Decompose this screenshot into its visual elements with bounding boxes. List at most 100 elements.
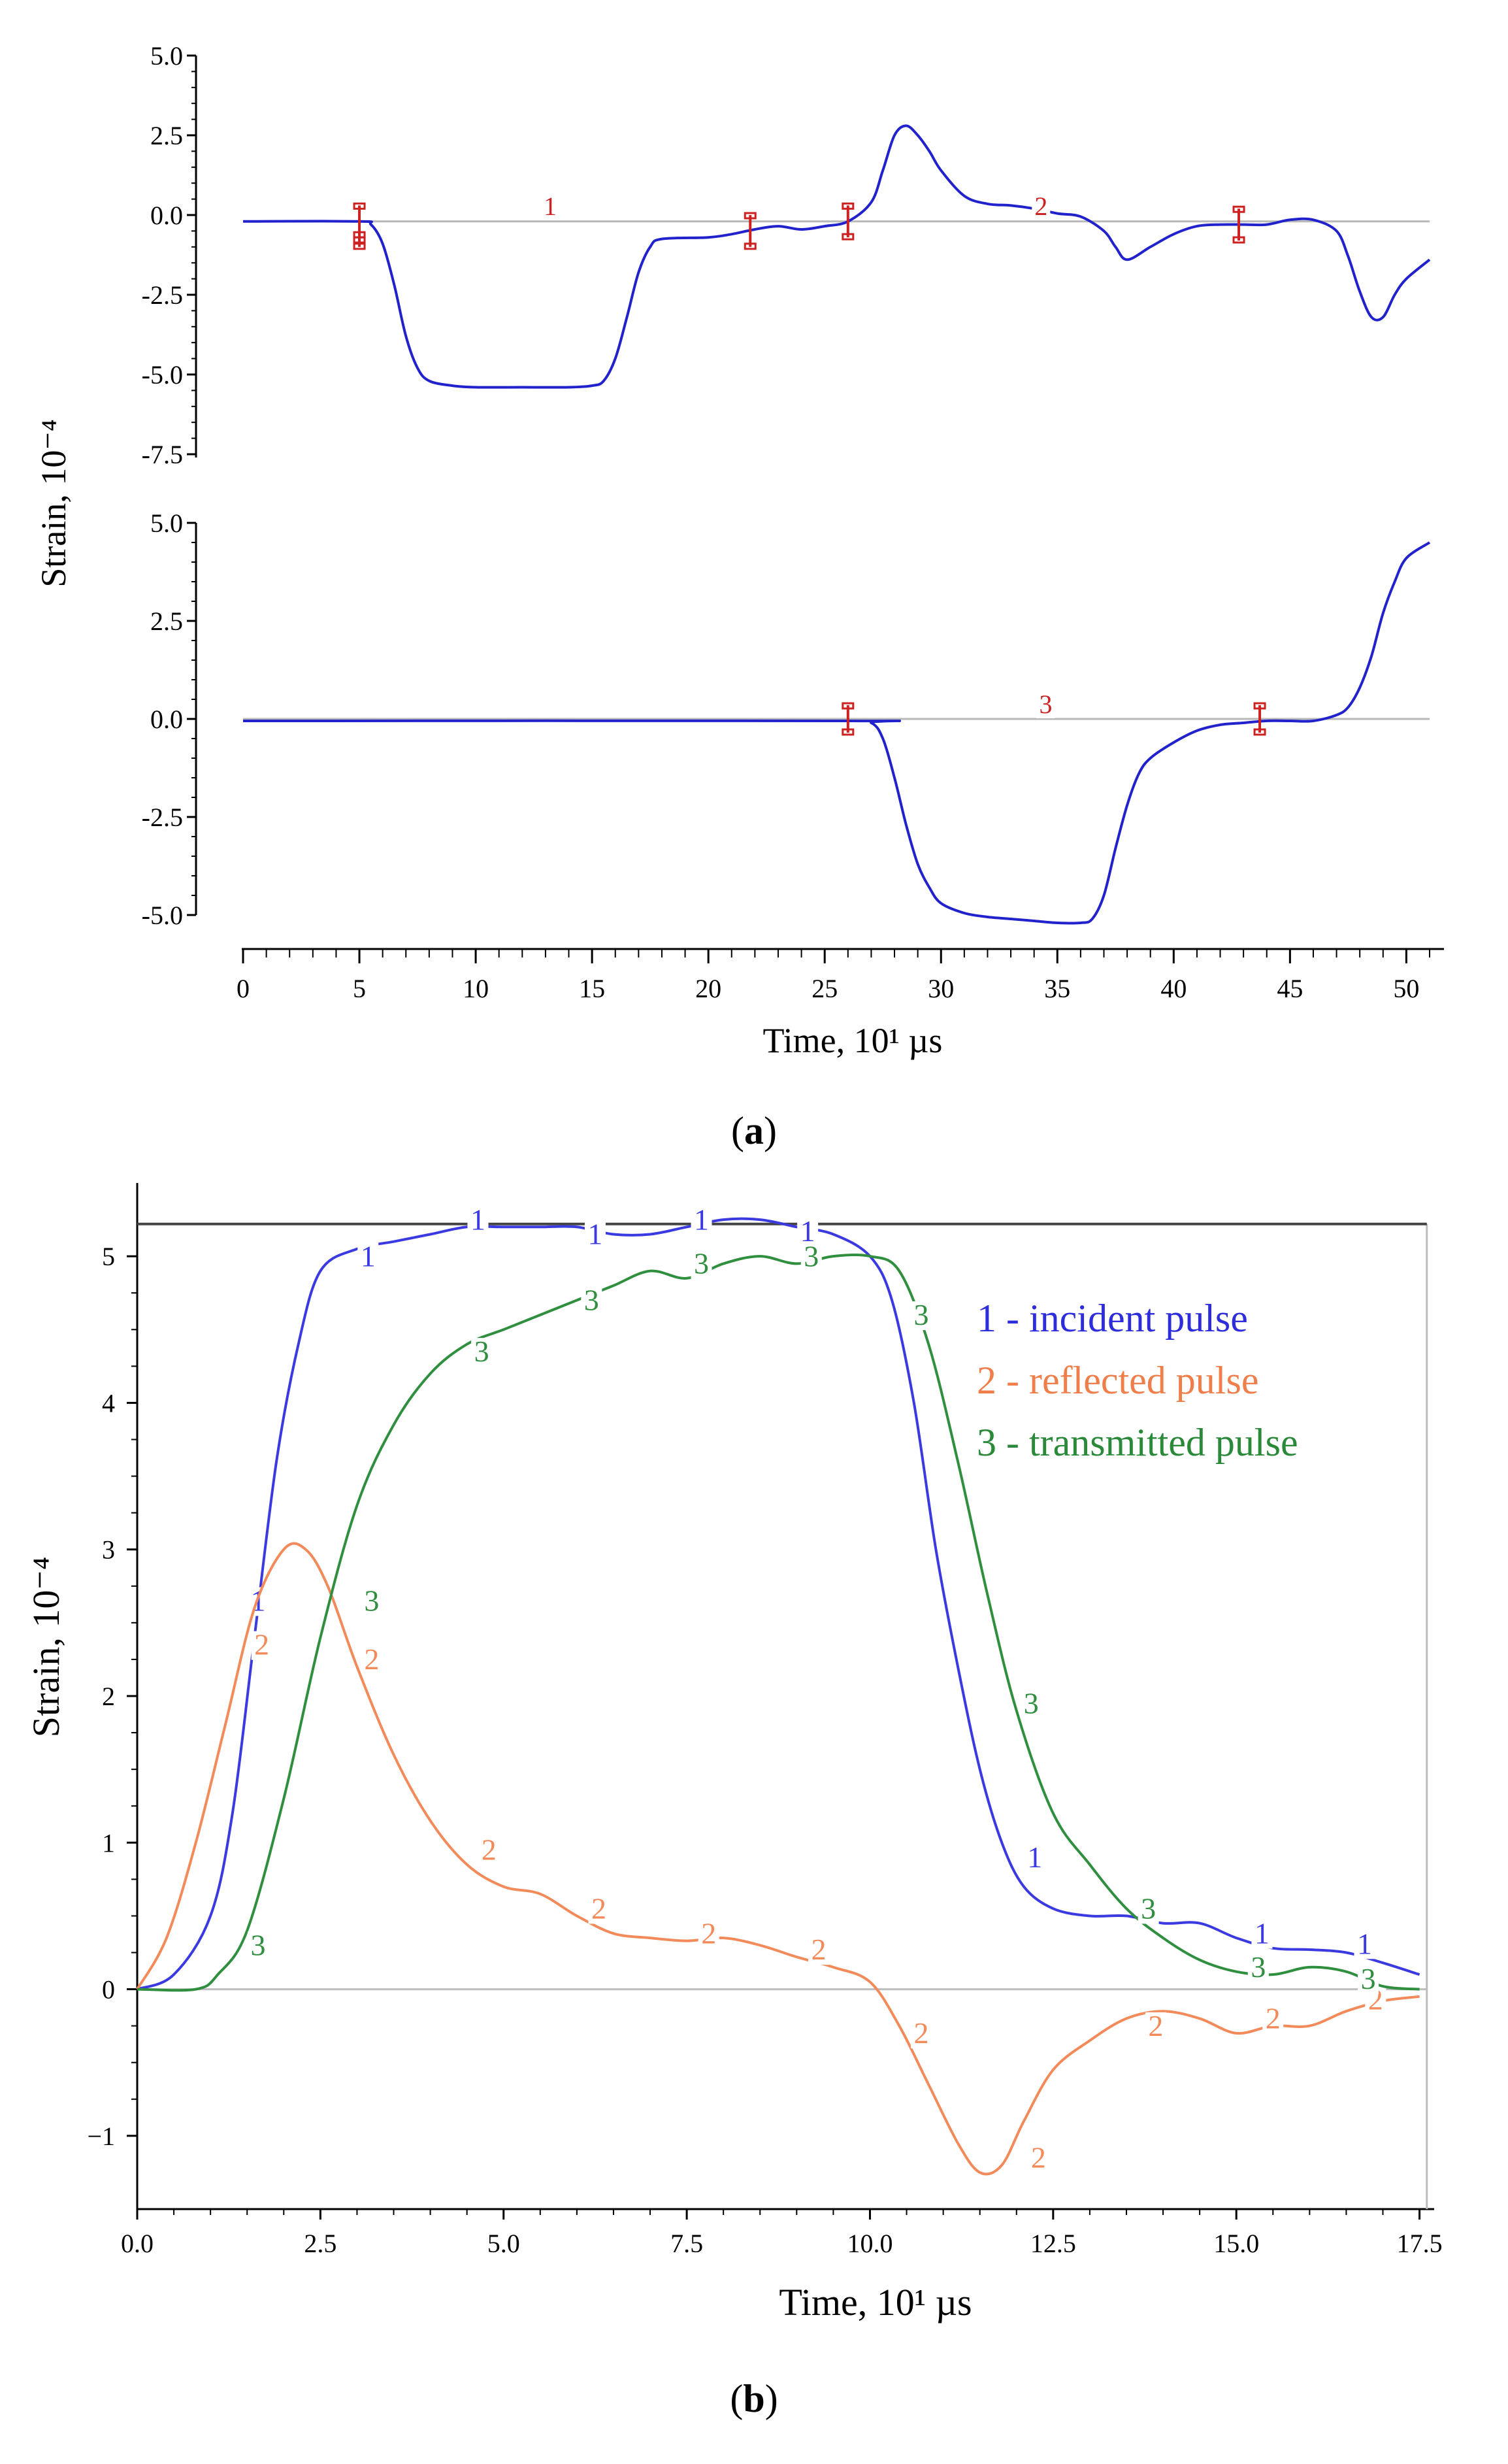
panel-b-label: (b) — [730, 2377, 778, 2420]
legend-entry: 1 - incident pulse — [977, 1297, 1248, 1340]
y-tick-label: 2 — [102, 1682, 115, 1711]
curve-label-bg — [1138, 1895, 1159, 1924]
curve-label-bg — [248, 1587, 269, 1616]
y-tick-label: 2.5 — [150, 607, 183, 636]
y-tick-label: 0 — [102, 1975, 115, 2005]
panel-a-x-axis-title: Time, 10¹ µs — [763, 1021, 943, 1060]
legend-entry: 3 - transmitted pulse — [977, 1421, 1298, 1464]
curve-number-label: 1 — [694, 1203, 709, 1236]
marker-cap-bottom — [353, 242, 366, 250]
marker-cap-top — [1232, 205, 1245, 213]
panel-a-label: (a) — [731, 1109, 777, 1152]
curve-label-bg — [1247, 1954, 1269, 1983]
legend-entry: 2 - reflected pulse — [977, 1359, 1258, 1402]
curve-number-label: 2 — [364, 1642, 379, 1676]
y-tick-label: -5.0 — [142, 360, 183, 390]
y-tick-label: 1 — [102, 1828, 115, 1857]
marker-cap-top — [353, 202, 366, 210]
y-tick-label: 0.0 — [150, 201, 183, 230]
y-tick-label: 2.5 — [150, 121, 183, 150]
curve-number-label: 2 — [1031, 2141, 1046, 2174]
curve-number-label: 2 — [913, 2016, 928, 2050]
panel-a: 5.0 2.5 0.0 -2.5 -5.0 -7.5 1 2 5.0 2.5 0.0 -2.5 -5.… — [34, 41, 1444, 1152]
curve-number-label: 3 — [1141, 1891, 1156, 1925]
curve-label-bg — [361, 1646, 382, 1675]
curve-number-label: 2 — [1266, 2002, 1281, 2035]
y-tick-label: 5 — [102, 1242, 115, 1271]
panel-b-x-axis-title: Time, 10¹ µs — [779, 2281, 972, 2323]
marker-cap-top — [353, 231, 366, 239]
x-tick-label: 20 — [695, 974, 721, 1003]
x-tick-label: 30 — [928, 974, 954, 1003]
marker-cap-bottom — [1232, 236, 1245, 244]
series-line — [136, 1542, 1420, 2176]
curve-number-label: 3 — [913, 1298, 928, 1331]
curve-number-label: 1 — [800, 1214, 815, 1248]
y-tick-label: 3 — [102, 1535, 115, 1565]
marker-cap-top — [744, 212, 757, 220]
x-tick-label: 50 — [1393, 974, 1419, 1003]
x-tick-label: 40 — [1160, 974, 1187, 1003]
marker-cap-bottom — [842, 728, 855, 736]
x-tick-label: 2.5 — [304, 2229, 336, 2258]
curve-label-bg — [584, 1220, 606, 1250]
curve-label-bg — [1251, 1920, 1273, 1949]
curve-label-bg — [588, 1895, 610, 1924]
curve-label-bg — [1358, 1965, 1379, 1995]
curve-number-label: 2 — [811, 1933, 826, 1966]
curve-label-bg — [471, 1338, 493, 1367]
x-tick-label: 0 — [237, 974, 250, 1003]
curve-number-label: 1 — [1027, 1840, 1042, 1874]
panel-b-label-letter: b — [743, 2377, 764, 2420]
panel-b-legend: 1 - incident pulse 2 - reflected pulse 3 -… — [977, 1297, 1298, 1464]
x-tick-label: 15.0 — [1213, 2229, 1259, 2258]
x-tick-label: 5 — [353, 974, 366, 1003]
series-line — [137, 1253, 1420, 1992]
curve-number-label: 3 — [1024, 1686, 1039, 1720]
curve-number-label: 1 — [470, 1203, 485, 1236]
x-tick-label: 15 — [579, 974, 605, 1003]
curve-number-label: 1 — [1254, 1917, 1270, 1950]
panel-b-y-axis-title: Strain, 10⁻⁴ — [25, 1557, 67, 1737]
y-tick-label: −1 — [87, 2122, 115, 2151]
curve-label-bg — [1024, 1843, 1045, 1873]
y-tick-label: -2.5 — [142, 280, 183, 310]
x-tick-label: 10.0 — [847, 2229, 893, 2258]
curve-number-label: 3 — [1251, 1950, 1266, 1984]
x-tick-label: 17.5 — [1397, 2229, 1443, 2258]
curve-label-bg — [1021, 1690, 1042, 1719]
curve-label-bg — [467, 1206, 489, 1235]
curve-label-bg — [357, 1242, 379, 1272]
curve-number-label: 3 — [474, 1335, 489, 1368]
curve-number-label: 1 — [544, 191, 557, 221]
x-tick-label: 45 — [1277, 974, 1303, 1003]
curve-number-label: 3 — [364, 1584, 379, 1617]
curve-label-bg — [800, 1242, 822, 1272]
strain-curve — [242, 541, 1431, 925]
time-window-marker — [842, 202, 855, 241]
y-tick-label: -7.5 — [142, 440, 183, 469]
series-incident-pulse: 111 1 1 111 1 — [137, 1203, 1420, 1991]
curve-number-label: 2 — [1148, 2009, 1163, 2042]
curve-label-bg — [361, 1587, 382, 1616]
curve-label-bg — [1354, 1930, 1375, 1959]
curve-label-bg — [1262, 2005, 1284, 2034]
curve-label-bg — [1028, 2144, 1049, 2173]
y-tick-label: 4 — [102, 1388, 115, 1418]
y-tick-label: 5.0 — [150, 41, 183, 71]
y-tick-label: -2.5 — [142, 803, 183, 832]
x-tick-label: 35 — [1044, 974, 1070, 1003]
curve-number-label: 3 — [804, 1239, 819, 1273]
curve-label-bg — [1032, 198, 1051, 220]
curve-label-bg — [251, 1631, 272, 1660]
x-tick-label: 5.0 — [487, 2229, 520, 2258]
marker-cap-bottom — [1253, 728, 1266, 736]
curve-number-label: 2 — [591, 1891, 606, 1925]
curve-label-bg — [478, 1836, 500, 1865]
curve-number-label: 2 — [701, 1917, 716, 1950]
y-tick-label: 0.0 — [150, 705, 183, 734]
x-tick-label: 12.5 — [1030, 2229, 1076, 2258]
x-tick-label: 0.0 — [121, 2229, 154, 2258]
